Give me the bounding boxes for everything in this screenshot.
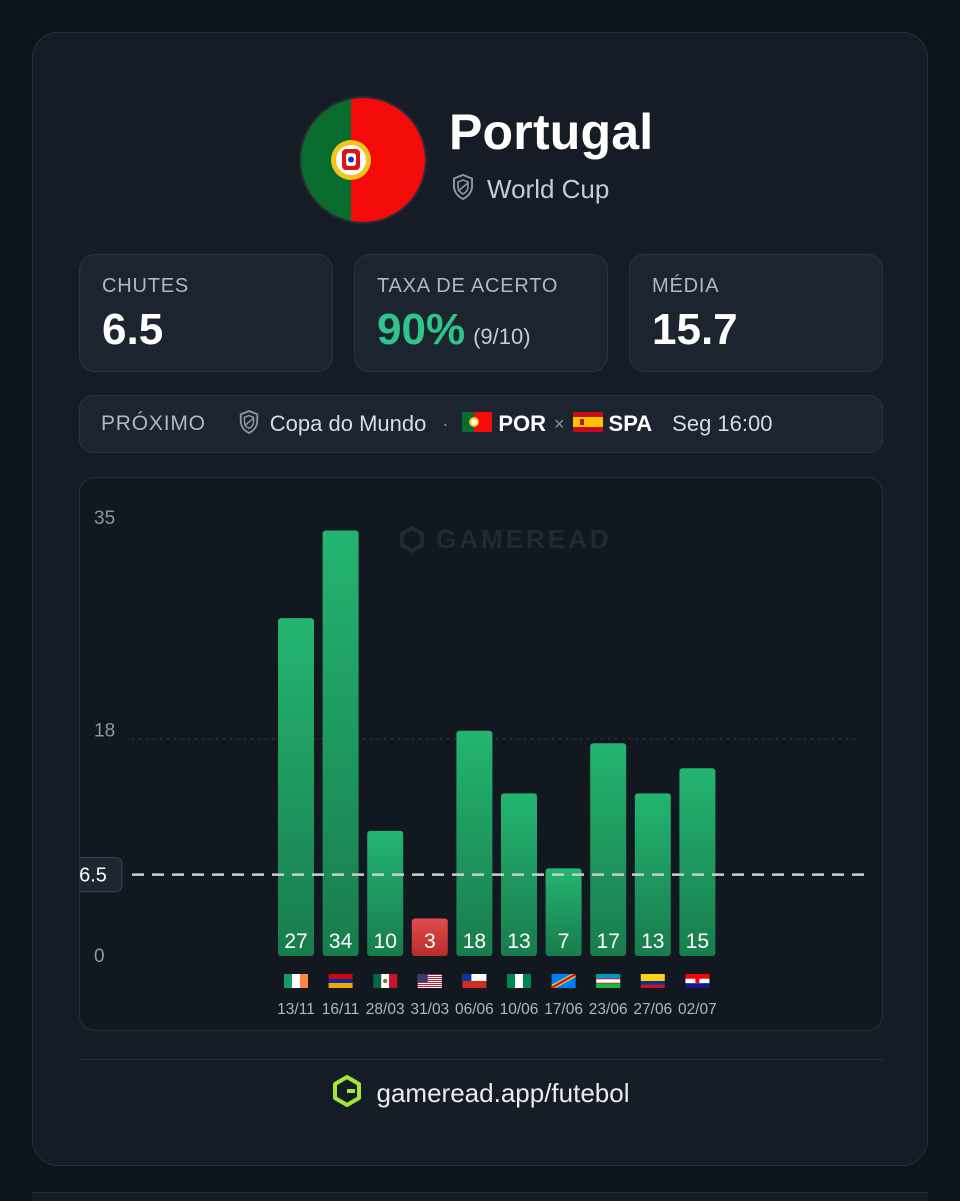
x-tick-label: 06/06 [455,1001,494,1018]
chart-svg: GAMEREAD 35 18 0 27 13/11 34 16/11 10 28/03 3 31/03… [63,508,866,1018]
ireland-flag-icon [284,974,308,988]
x-tick-label: 02/07 [678,1001,717,1018]
x-tick-label: 17/06 [544,1001,583,1018]
team-name: Portugal [449,104,654,160]
bar [367,830,404,956]
bar [545,868,582,956]
uzbekistan-flag-icon [596,974,621,988]
stat-label: MÉDIA [652,275,720,297]
bar-value-label: 15 [686,930,709,953]
y-tick-label: 18 [94,721,115,742]
watermark-text: GAMEREAD [436,524,612,554]
versus: × [554,413,565,434]
bar [456,730,493,956]
footer-url[interactable]: gameread.app/futebol [376,1077,630,1108]
bar-value-label: 34 [329,930,353,953]
bar-value-label: 10 [374,930,397,953]
stat-value: 15.7 [652,305,738,354]
shield-icon [451,173,475,206]
hit-rate-fraction: (9/10) [473,324,531,349]
stat-card-average: MÉDIA 15.7 [629,254,883,372]
footer[interactable]: gameread.app/futebol [33,1073,929,1113]
x-tick-label: 16/11 [322,1001,360,1018]
nigeria-flag-icon [507,974,531,988]
kickoff-time: Seg 16:00 [672,411,773,436]
x-tick-label: 10/06 [500,1001,539,1018]
player-card: Portugal World Cup CHUTES 6.5 TAXA DE AC… [32,32,928,1166]
away-team-code: SPA [608,411,653,436]
armenia-flag-icon [328,974,353,988]
spain-flag-icon [572,411,603,437]
x-tick-label: 13/11 [277,1001,315,1018]
bar [322,530,359,956]
watermark: GAMEREAD [400,524,612,554]
usa-flag-icon [417,974,442,988]
divider [79,1059,883,1060]
home-team-code: POR [498,411,547,436]
shield-icon [238,409,260,440]
bar-value-label: 3 [424,930,436,953]
stat-card-shots: CHUTES 6.5 [79,254,333,372]
bar [411,918,448,956]
dr-congo-flag-icon [551,974,576,988]
x-tick-label: 31/03 [410,1001,449,1018]
bar-value-label: 13 [507,930,530,953]
croatia-flag-icon [685,974,710,988]
chile-flag-icon [462,974,487,988]
colombia-flag-icon [640,974,665,988]
gameread-logo-icon [332,1074,361,1112]
portugal-flag-icon [462,411,493,437]
stat-card-hit-rate: TAXA DE ACERTO 90% (9/10) [354,254,608,372]
next-match-bar[interactable]: PRÓXIMO Copa do Mundo · POR × SPA Seg 16… [79,395,883,453]
x-tick-label: 27/06 [633,1001,672,1018]
bar [590,743,627,956]
stat-value: 90% (9/10) [377,305,531,355]
y-tick-label: 0 [94,946,105,967]
watermark-logo-icon [400,525,424,554]
separator: · [442,413,449,434]
stat-value: 6.5 [102,305,164,354]
y-tick-label: 35 [94,508,115,529]
bar [679,768,716,956]
mexico-flag-icon [373,974,398,988]
bar [278,618,314,956]
competition-name: World Cup [487,174,610,204]
stat-label: TAXA DE ACERTO [377,275,559,297]
x-tick-label: 28/03 [366,1001,405,1018]
x-tick-label: 23/06 [589,1001,628,1018]
stat-label: CHUTES [102,275,190,297]
competition-row: World Cup [451,173,609,206]
bar-value-label: 13 [641,930,664,953]
next-competition: Copa do Mundo [269,411,427,436]
hit-rate-value: 90% [377,305,466,354]
next-label: PRÓXIMO [101,412,206,435]
shots-chart: GAMEREAD 35 18 0 27 13/11 34 16/11 10 28/03 3 31/03… [63,477,883,1031]
bar-value-label: 7 [558,930,570,953]
next-card-edge [32,1192,928,1201]
bar-value-label: 18 [463,930,486,953]
bar-value-label: 27 [284,930,307,953]
portugal-flag-icon [301,98,425,222]
bar-value-label: 17 [597,930,620,953]
threshold-label: 6.5 [80,865,107,887]
